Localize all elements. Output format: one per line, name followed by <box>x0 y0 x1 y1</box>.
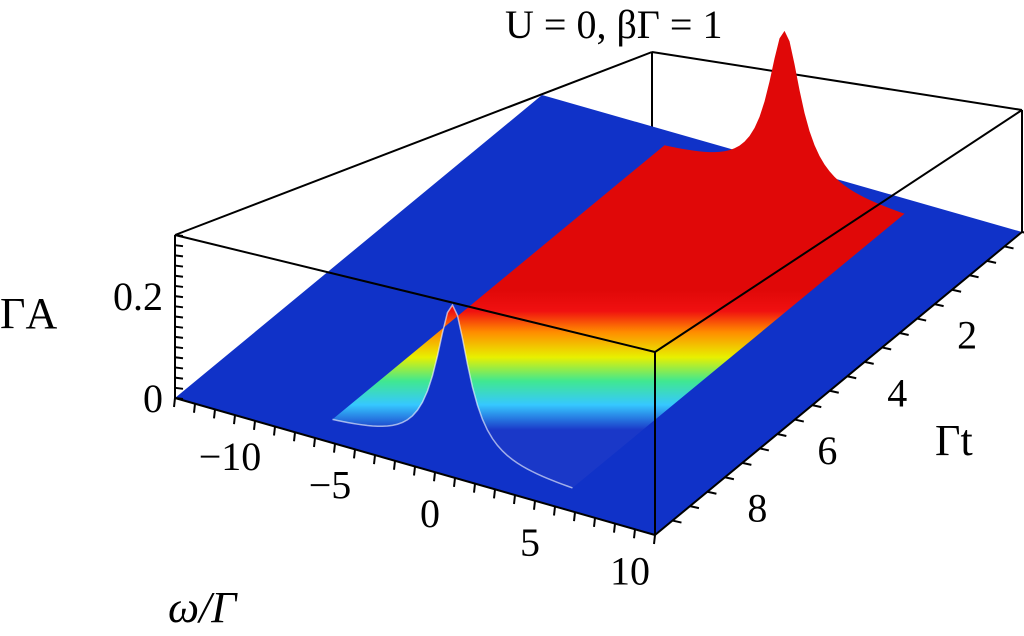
x-tick <box>493 489 496 499</box>
y-tick <box>899 332 909 336</box>
y-tick <box>969 274 979 279</box>
x-tick <box>573 512 576 522</box>
x-tick <box>553 506 556 516</box>
y-tick <box>724 476 735 481</box>
y-tick-label: 2 <box>957 313 977 358</box>
x-tick <box>413 466 416 476</box>
y-tick <box>777 433 787 437</box>
y-tick <box>707 490 717 495</box>
x-tick <box>213 409 216 419</box>
y-tick <box>1004 245 1014 250</box>
z-axis-title: ΓA <box>0 289 57 338</box>
x-tick <box>313 437 316 448</box>
x-tick <box>273 426 276 436</box>
z-tick <box>174 284 184 288</box>
y-tick <box>916 317 927 322</box>
y-tick <box>689 505 700 510</box>
x-tick <box>233 415 236 425</box>
z-tick <box>174 244 184 248</box>
x-tick-label: 10 <box>610 548 650 593</box>
x-tick <box>453 477 456 488</box>
ridge-front-profile <box>332 303 573 489</box>
y-tick <box>742 461 752 466</box>
x-tick-label: −5 <box>309 463 352 508</box>
x-tick <box>333 443 336 453</box>
x-tick <box>353 449 356 459</box>
y-tick-label: 6 <box>817 428 837 473</box>
back-top-left-edge <box>174 51 653 236</box>
z-tick <box>174 315 184 319</box>
x-tick <box>433 472 436 482</box>
x-tick <box>533 500 536 510</box>
x-tick <box>393 460 396 470</box>
back-box <box>174 51 1023 236</box>
y-tick <box>986 259 997 264</box>
x-tick <box>373 454 376 465</box>
z-tick <box>174 366 184 370</box>
axis-tick-labels: −10−505100246800.2 <box>113 274 977 593</box>
y-tick <box>794 418 805 423</box>
spectral-surface <box>175 30 1022 535</box>
chart-title: U = 0, βΓ = 1 <box>505 2 722 47</box>
x-tick <box>253 420 256 430</box>
y-tick <box>759 447 770 452</box>
z-tick <box>174 356 184 360</box>
y-tick <box>829 389 839 394</box>
axis-ticks <box>173 231 1024 545</box>
ridge-surface <box>332 30 905 488</box>
z-tick <box>174 254 184 258</box>
y-tick <box>881 346 892 351</box>
x-tick <box>173 397 176 408</box>
x-tick <box>513 494 516 505</box>
z-tick <box>174 295 184 299</box>
z-tick <box>174 325 184 329</box>
z-tick <box>174 386 184 390</box>
z-tick-label: 0 <box>143 376 163 421</box>
z-tick <box>174 274 184 278</box>
x-tick <box>293 432 296 442</box>
x-tick <box>193 403 196 413</box>
x-tick <box>473 483 476 493</box>
z-tick <box>174 264 184 268</box>
x-tick <box>653 534 656 545</box>
x-tick <box>613 523 616 533</box>
y-tick <box>864 360 874 365</box>
back-top-right-edge <box>651 51 1023 111</box>
z-tick-label: 0.2 <box>113 274 163 319</box>
x-tick <box>633 529 636 539</box>
y-tick <box>812 404 822 409</box>
y-tick <box>934 303 944 308</box>
x-axis-title: ω/Γ <box>168 583 238 632</box>
z-tick <box>174 376 184 380</box>
y-tick-label: 4 <box>887 370 907 415</box>
x-tick-label: 0 <box>420 491 440 536</box>
y-tick <box>847 375 857 380</box>
y-tick <box>672 519 682 524</box>
y-axis-line <box>654 231 1023 536</box>
x-tick-label: 5 <box>520 520 540 565</box>
y-axis-title: Γt <box>935 416 973 465</box>
y-tick-label: 8 <box>747 486 767 531</box>
front-top-left-edge <box>174 234 656 353</box>
z-tick <box>174 397 184 400</box>
front-top-right-edge <box>654 109 1023 353</box>
z-tick <box>174 346 184 350</box>
z-tick <box>174 305 184 309</box>
x-tick-label: −10 <box>199 434 262 479</box>
z-tick <box>174 335 184 339</box>
x-tick <box>593 517 596 527</box>
z-tick <box>174 234 184 237</box>
y-tick <box>951 288 962 293</box>
